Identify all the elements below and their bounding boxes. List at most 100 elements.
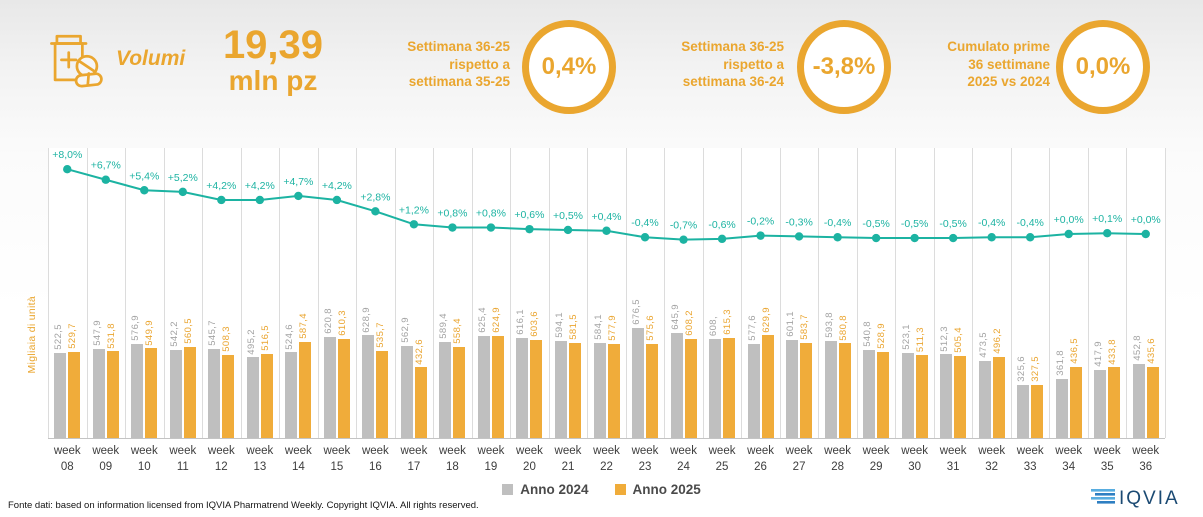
bar-anno-2024: [1132, 364, 1145, 438]
medicine-box-icon: [50, 34, 103, 88]
bar-anno-2024: [131, 343, 144, 438]
grid-line: [279, 148, 281, 438]
bar-anno-2025: [915, 354, 928, 438]
grid-line: [702, 148, 704, 438]
bar-anno-2024: [1017, 384, 1030, 438]
bar-anno-2025: [453, 346, 466, 438]
grid-line: [240, 148, 242, 438]
bar-value-2025: 432,6: [413, 338, 425, 365]
week-tick: week 34: [1055, 445, 1083, 473]
bar-value-2024: 608,: [708, 315, 720, 336]
week-tick: week 33: [1016, 445, 1044, 473]
bar-value-2025: 629,9: [760, 306, 772, 333]
bar-value-2025: 603,6: [529, 310, 541, 337]
bar-value-2024: 576,9: [130, 315, 142, 341]
bar-anno-2025: [491, 336, 504, 438]
bar-value-2024: 512,3: [939, 325, 951, 352]
grid-line: [202, 148, 204, 438]
legend-label: Anno 2025: [632, 482, 701, 497]
bar-anno-2025: [530, 339, 543, 438]
bar-anno-2024: [54, 352, 67, 438]
bar-value-2024: 325,6: [1016, 356, 1028, 382]
bar-anno-2025: [568, 343, 581, 438]
grid-line: [625, 148, 627, 438]
bar-value-2025: 615,3: [722, 308, 734, 335]
bar-value-2025: 436,5: [1068, 338, 1080, 364]
week-tick: week 28: [824, 445, 852, 473]
week-tick: week 10: [130, 445, 158, 473]
bar-anno-2025: [1031, 384, 1044, 438]
kpi-cumulative-label: Cumulato prime 36 settimane 2025 vs 2024: [947, 39, 1050, 90]
bar-value-2025: 531,8: [105, 322, 117, 349]
bar-value-2024: 645,9: [669, 303, 681, 330]
bar-value-2025: 549,9: [144, 319, 156, 346]
week-tick: week 20: [516, 445, 543, 473]
bar-anno-2024: [323, 336, 336, 438]
bar-anno-2025: [68, 351, 81, 438]
bar-anno-2024: [169, 349, 182, 438]
grid-line: [1010, 148, 1012, 438]
grid-line: [48, 148, 49, 438]
bar-anno-2024: [477, 336, 490, 438]
bar-value-2025: 327,5: [1030, 355, 1042, 382]
grid-line: [356, 148, 358, 438]
week-tick: week 24: [670, 445, 697, 473]
bar-value-2024: 417,9: [1093, 341, 1105, 367]
bar-anno-2024: [901, 352, 914, 438]
bar-value-2025: 535,7: [375, 321, 387, 348]
bar-anno-2024: [92, 348, 105, 438]
grid-line: [548, 148, 550, 438]
week-tick: week 18: [438, 445, 466, 473]
grid-line: [125, 148, 127, 438]
metric-value: 19,39: [222, 23, 324, 67]
bar-anno-2025: [183, 346, 196, 438]
bar-anno-2024: [824, 341, 837, 438]
grid-line: [394, 148, 396, 438]
bar-value-2025: 575,6: [645, 315, 657, 342]
grid-line: [86, 148, 88, 438]
bar-value-2024: 562,9: [399, 317, 411, 344]
grid-line: [471, 148, 473, 438]
bar-value-2024: 584,1: [592, 314, 604, 340]
bar-value-2024: 628,9: [361, 306, 373, 333]
week-tick: week 11: [169, 445, 197, 473]
grid-line: [1087, 148, 1089, 438]
bar-anno-2025: [1146, 366, 1159, 438]
week-tick: week 31: [939, 445, 967, 473]
bar-anno-2024: [439, 341, 452, 438]
grid-line: [856, 148, 858, 438]
week-tick: week 35: [1093, 445, 1121, 473]
bar-anno-2024: [978, 360, 991, 438]
bar-value-2024: 547,9: [91, 319, 103, 346]
bar-value-2025: 496,2: [991, 328, 1003, 355]
bar-value-2024: 522,5: [53, 324, 65, 350]
week-tick: week 25: [708, 445, 736, 473]
bar-anno-2025: [992, 357, 1005, 438]
kpi-week-vs-prev-year-badge: -3,8%: [797, 20, 891, 114]
bar-anno-2025: [646, 344, 659, 438]
x-axis-line: [48, 438, 1165, 439]
bar-value-2024: 676,5: [631, 298, 643, 325]
week-tick: week 26: [747, 445, 774, 473]
kpi-value: 0,0%: [1075, 53, 1131, 80]
legend-swatch-2024: [502, 484, 514, 495]
bar-anno-2025: [337, 338, 350, 438]
kpi-week-vs-prev-week-badge: 0,4%: [522, 20, 616, 114]
bar-value-2024: 523,1: [900, 323, 912, 350]
week-tick: week 23: [631, 445, 659, 473]
bar-value-2025: 505,4: [953, 326, 965, 353]
bar-value-2024: 594,1: [553, 312, 565, 339]
week-tick: week 22: [593, 445, 620, 473]
bar-anno-2024: [863, 349, 876, 438]
grid-line: [587, 148, 589, 438]
bar-value-2025: 528,9: [876, 323, 888, 349]
bar-value-2024: 545,7: [207, 320, 219, 347]
legend-item-2024: Anno 2024: [502, 482, 589, 497]
week-tick: week 15: [323, 445, 351, 473]
grid-line: [741, 148, 743, 438]
bar-value-2025: 587,4: [298, 313, 310, 340]
week-tick: week 32: [978, 445, 1006, 473]
week-tick: week 27: [785, 445, 813, 473]
bar-anno-2024: [208, 349, 221, 438]
